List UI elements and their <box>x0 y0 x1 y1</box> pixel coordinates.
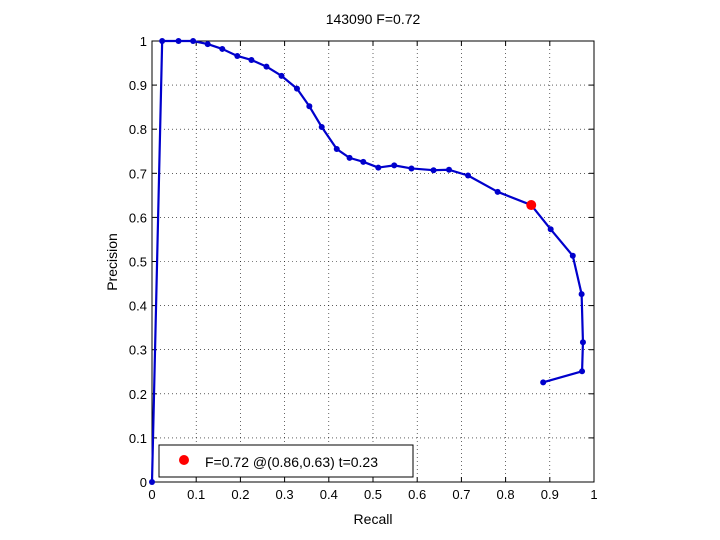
x-tick-labels: 0 0.1 0.2 0.3 0.4 0.5 0.6 0.7 0.8 0.9 1 <box>148 487 597 502</box>
y-tick-label: 0.8 <box>129 122 147 137</box>
data-point <box>293 85 300 92</box>
y-tick-label: 1 <box>140 34 147 49</box>
y-tick-label: 0.5 <box>129 255 147 270</box>
data-point <box>494 188 501 195</box>
data-point <box>306 103 313 110</box>
x-tick-label: 0.1 <box>187 487 205 502</box>
y-tick-label: 0 <box>140 475 147 490</box>
x-tick-label: 0.7 <box>452 487 470 502</box>
data-point <box>333 146 340 153</box>
data-point <box>446 166 453 173</box>
y-tick-label: 0.3 <box>129 343 147 358</box>
x-tick-label: 0.8 <box>497 487 515 502</box>
data-point <box>263 63 270 70</box>
data-point <box>540 379 547 386</box>
y-tick-label: 0.6 <box>129 210 147 225</box>
x-tick-label: 0.2 <box>231 487 249 502</box>
data-point <box>569 252 576 259</box>
legend-box <box>158 444 414 478</box>
y-tick-labels: 0 0.1 0.2 0.3 0.4 0.5 0.6 0.7 0.8 0.9 1 <box>129 34 147 490</box>
data-point <box>234 52 241 59</box>
x-tick-label: 0.4 <box>320 487 338 502</box>
data-point <box>318 123 325 130</box>
x-tick-label: 0 <box>148 487 155 502</box>
data-point <box>346 154 353 161</box>
data-point <box>391 162 398 169</box>
x-tick-label: 0.5 <box>364 487 382 502</box>
x-axis-label: Recall <box>354 511 393 527</box>
grid-lines <box>152 41 594 482</box>
x-tick-label: 0.6 <box>408 487 426 502</box>
data-point <box>408 165 415 172</box>
data-point <box>579 368 586 375</box>
x-tick-label: 0.3 <box>276 487 294 502</box>
data-point <box>375 164 382 171</box>
best-point-layer <box>526 200 537 211</box>
data-point <box>579 339 586 346</box>
legend: F=0.72 @(0.86,0.63) t=0.23 <box>158 444 414 478</box>
x-tick-label: 0.9 <box>541 487 559 502</box>
y-tick-label: 0.1 <box>129 431 147 446</box>
data-point <box>465 172 472 179</box>
y-axis-label: Precision <box>104 233 120 291</box>
data-point <box>190 38 197 44</box>
data-point <box>204 41 211 48</box>
data-point <box>278 72 285 79</box>
y-tick-label: 0.4 <box>129 299 147 314</box>
legend-label: F=0.72 @(0.86,0.63) t=0.23 <box>205 454 378 470</box>
data-point <box>175 38 182 44</box>
y-tick-label: 0.7 <box>129 166 147 181</box>
data-point <box>430 167 437 174</box>
data-point <box>248 56 255 63</box>
y-tick-label: 0.2 <box>129 387 147 402</box>
data-point <box>149 479 155 485</box>
data-point <box>360 158 367 165</box>
legend-marker <box>179 455 189 465</box>
y-tick-label: 0.9 <box>129 78 147 93</box>
x-tick-label: 1 <box>590 487 597 502</box>
data-point <box>547 226 554 233</box>
data-point <box>578 291 585 298</box>
chart-title: 143090 F=0.72 <box>326 11 421 27</box>
data-point <box>159 38 166 44</box>
data-point <box>219 45 226 52</box>
best-f-point <box>526 200 537 211</box>
